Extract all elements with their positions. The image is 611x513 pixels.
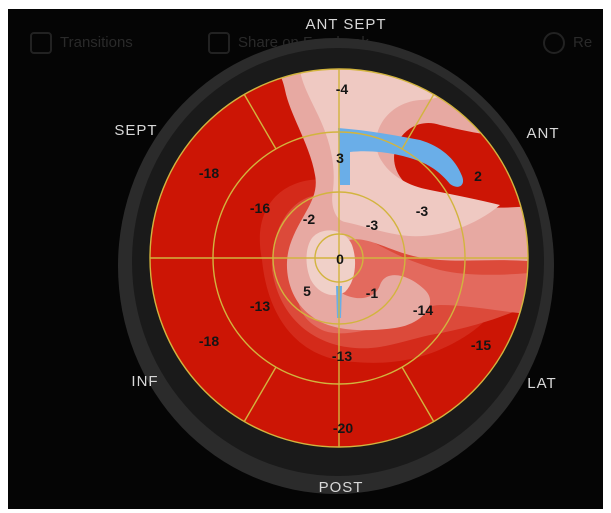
ghost-toolbar-third-label: Re [573, 34, 593, 51]
wall-label-ant: ANT [527, 125, 560, 142]
transitions-icon [30, 32, 52, 54]
ghost-toolbar-transitions-label: Transitions [60, 34, 133, 51]
value-apical-septal: -2 [303, 211, 316, 227]
value-apical-anterior: -3 [366, 217, 379, 233]
divider-lower-left [243, 366, 277, 423]
value-basal-anterolateral: 2 [474, 168, 482, 184]
value-basal-inferior: -20 [333, 420, 353, 436]
circle-icon [543, 32, 565, 54]
divider-upper-right [401, 93, 435, 150]
divider-upper-left [243, 93, 277, 150]
value-mid-inferoseptal: -13 [250, 298, 270, 314]
value-apical-lateral: -1 [366, 285, 379, 301]
value-basal-anterior: -4 [336, 81, 349, 97]
value-mid-anteroseptal: -16 [250, 200, 270, 216]
value-mid-inferior: -13 [332, 348, 352, 364]
value-apex: 0 [336, 251, 344, 267]
ghost-toolbar-third: Re [543, 30, 592, 56]
segment-grid [149, 68, 529, 448]
value-mid-inferolateral: -14 [413, 302, 433, 318]
value-apical-inferior: 5 [303, 283, 311, 299]
wall-label-inf: INF [131, 373, 158, 390]
wall-label-post: POST [319, 479, 364, 496]
ghost-toolbar-transitions: Transitions [30, 30, 133, 56]
value-basal-inferoseptal: -18 [199, 333, 219, 349]
segment-values: -4 2 -18 -18 -15 -20 3 -3 -16 -13 -14 -1… [199, 81, 491, 436]
divider-lower-right [401, 366, 435, 423]
share-arrow-icon [208, 32, 230, 54]
wall-label-ant-sept: ANT SEPT [305, 16, 386, 33]
wall-label-lat: LAT [527, 375, 556, 392]
value-mid-anterior: 3 [336, 150, 344, 166]
map-light-pink-region [300, 70, 500, 237]
map-blue-region [338, 128, 464, 187]
value-basal-anteroseptal: -18 [199, 165, 219, 181]
value-basal-inferolateral: -15 [471, 337, 491, 353]
value-mid-anterolateral: -3 [416, 203, 429, 219]
wall-label-sept: SEPT [114, 122, 157, 139]
